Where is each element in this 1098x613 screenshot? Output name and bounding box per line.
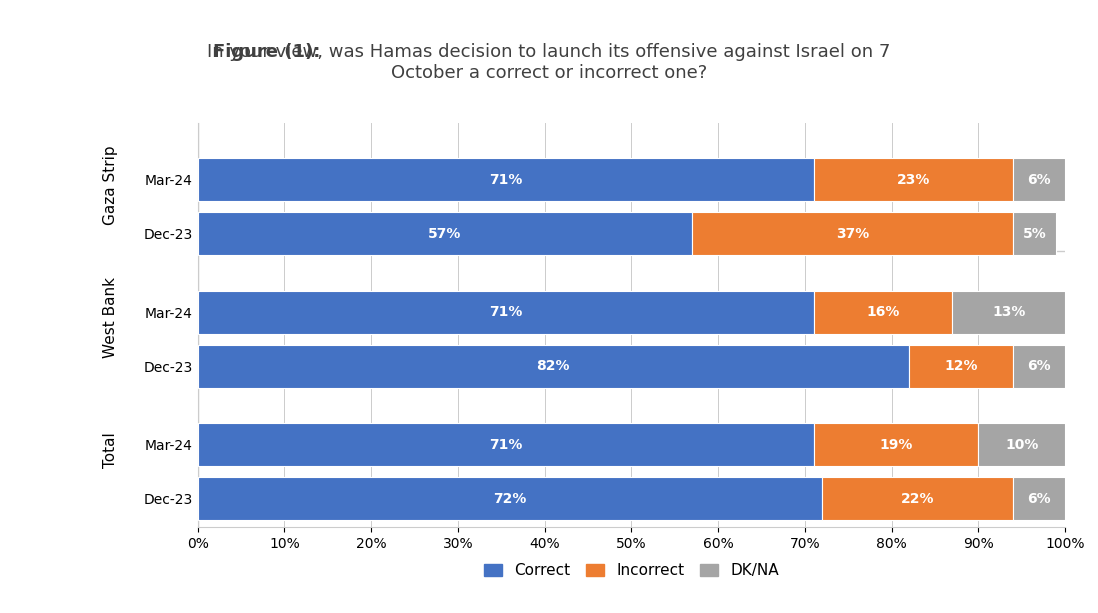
Text: West Bank: West Bank [103,277,119,358]
Bar [1013,158,1065,201]
Bar [198,477,822,520]
Text: 6%: 6% [1028,359,1051,373]
Text: 23%: 23% [897,173,930,187]
Text: Gaza Strip: Gaza Strip [103,145,119,225]
Legend: Correct, Incorrect, DK/NA: Correct, Incorrect, DK/NA [478,557,785,584]
Text: Figure (1):: Figure (1): [213,43,321,61]
Bar [198,345,909,387]
Text: 6%: 6% [1028,492,1051,506]
Bar [952,291,1065,334]
Text: In your view, was Hamas decision to launch its offensive against Israel on 7
Oct: In your view, was Hamas decision to laun… [208,43,890,82]
Bar [909,345,1013,387]
Bar [814,158,1013,201]
Text: 16%: 16% [866,305,899,319]
Text: 6%: 6% [1028,173,1051,187]
Text: 22%: 22% [900,492,934,506]
Text: 13%: 13% [991,305,1026,319]
Bar [822,477,1013,520]
Text: Total: Total [103,432,119,468]
Text: 57%: 57% [428,227,461,240]
Bar [692,212,1013,255]
Text: 71%: 71% [489,305,523,319]
Bar [814,291,952,334]
Text: 37%: 37% [836,227,870,240]
Bar [198,158,814,201]
Text: 19%: 19% [879,438,912,452]
Text: 71%: 71% [489,438,523,452]
Bar [1013,212,1056,255]
Bar [1013,345,1065,387]
Bar [198,424,814,466]
Bar [978,424,1065,466]
Text: 10%: 10% [1005,438,1039,452]
Bar [814,424,978,466]
Bar [198,212,692,255]
Bar [1013,477,1065,520]
Text: 72%: 72% [493,492,527,506]
Text: 82%: 82% [537,359,570,373]
Text: 5%: 5% [1023,227,1046,240]
Bar [198,291,814,334]
Text: 71%: 71% [489,173,523,187]
Text: 12%: 12% [944,359,977,373]
